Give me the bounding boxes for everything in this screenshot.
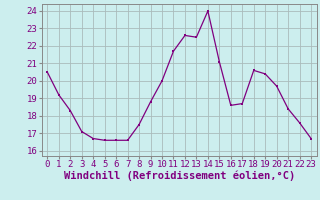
X-axis label: Windchill (Refroidissement éolien,°C): Windchill (Refroidissement éolien,°C) — [64, 171, 295, 181]
